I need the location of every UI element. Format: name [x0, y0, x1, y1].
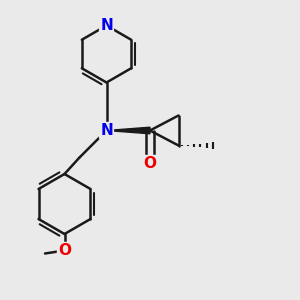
Polygon shape	[106, 127, 150, 134]
Text: N: N	[100, 123, 113, 138]
Text: O: O	[143, 156, 157, 171]
Text: O: O	[58, 243, 71, 258]
Text: N: N	[100, 18, 113, 33]
